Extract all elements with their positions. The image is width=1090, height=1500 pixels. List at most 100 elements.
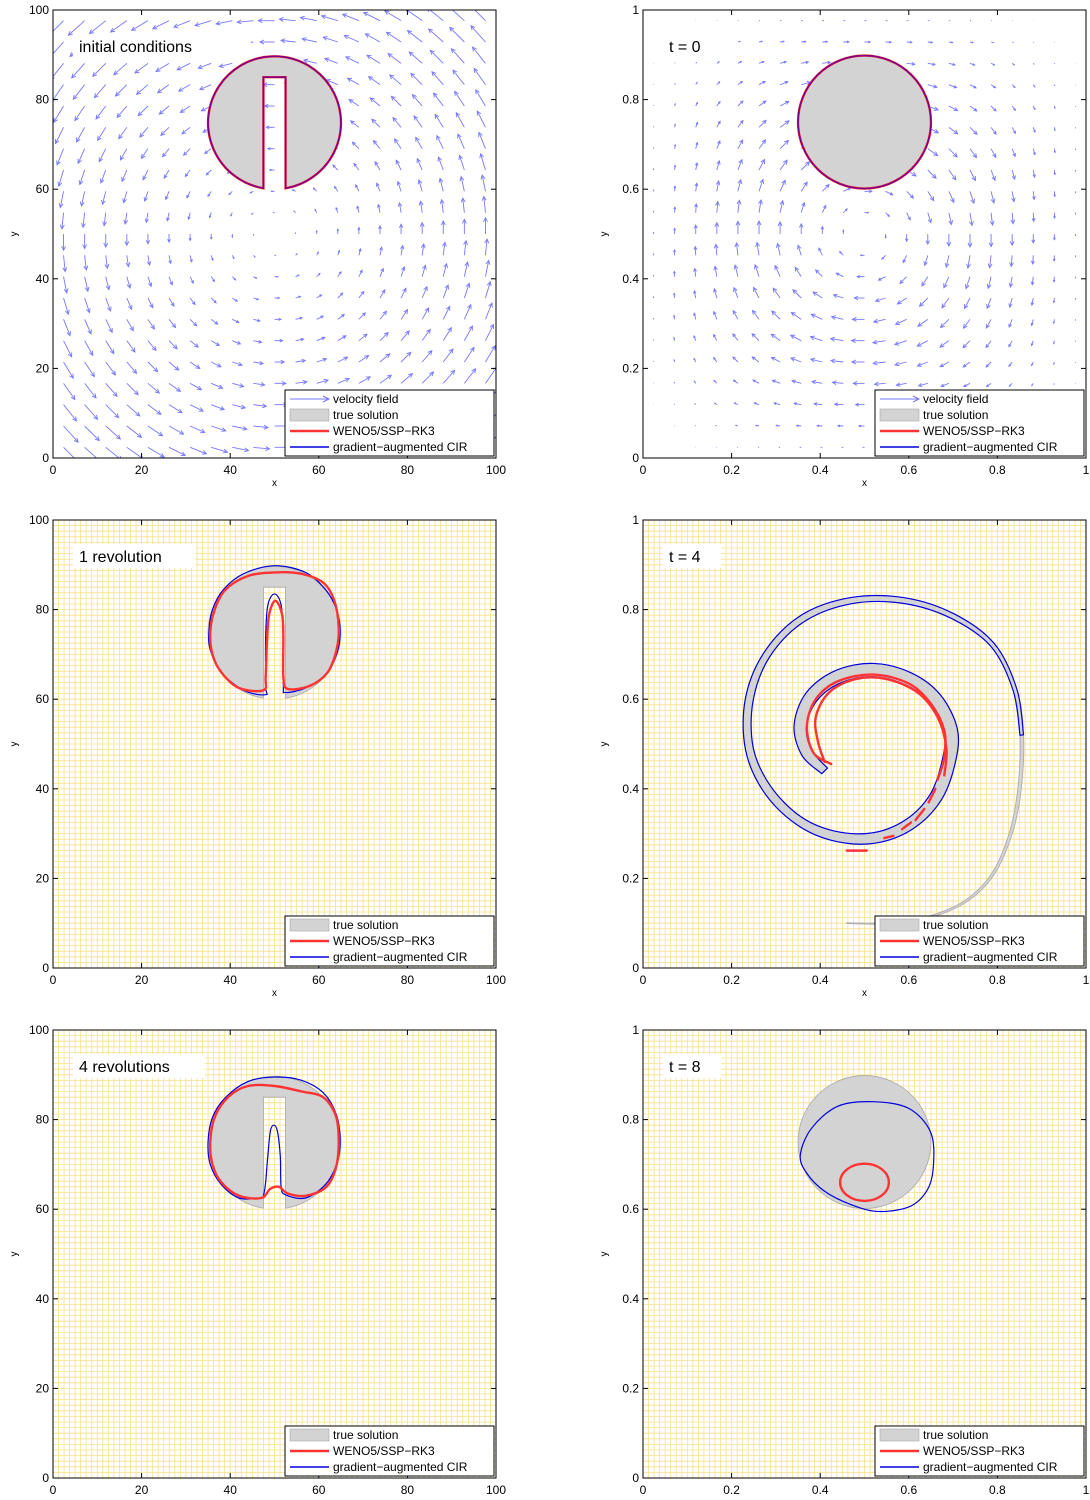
legend-entry: gradient−augmented CIR [333, 440, 468, 454]
velocity-arrow [969, 148, 977, 158]
velocity-arrowhead [395, 159, 400, 165]
velocity-arrowhead [760, 40, 764, 43]
velocity-arrowhead [278, 17, 284, 22]
velocity-arrowhead [440, 220, 446, 226]
velocity-arrowhead [200, 107, 206, 112]
velocity-arrowhead [715, 200, 720, 206]
velocity-arrowhead [235, 320, 240, 324]
velocity-arrow [253, 340, 262, 343]
velocity-arrowhead [988, 242, 994, 248]
velocity-arrow [80, 191, 86, 207]
velocity-arrowhead [159, 453, 165, 458]
velocity-arrowhead [714, 221, 720, 227]
velocity-arrowhead [784, 100, 790, 105]
velocity-arrowhead [859, 254, 863, 257]
velocity-arrowhead [739, 119, 744, 124]
velocity-arrow [342, 13, 360, 22]
velocity-arrowhead [314, 208, 317, 211]
velocity-arrowhead [240, 404, 247, 410]
plot-content [53, 1030, 496, 1478]
velocity-arrow [460, 176, 465, 192]
velocity-arrowhead [713, 265, 718, 271]
y-tick-label: 60 [36, 182, 50, 196]
velocity-arrowhead [953, 107, 959, 112]
velocity-arrowhead [422, 264, 427, 270]
velocity-arrow [948, 212, 952, 225]
velocity-arrow [1011, 191, 1015, 202]
velocity-arrow [1032, 255, 1034, 265]
velocity-arrowhead [966, 263, 971, 270]
velocity-arrow [713, 311, 718, 320]
annotation-text: t = 4 [669, 549, 701, 566]
velocity-arrow [391, 95, 402, 107]
velocity-arrowhead [759, 178, 765, 184]
y-tick-label: 0 [42, 1471, 49, 1485]
velocity-arrowhead [419, 221, 425, 227]
velocity-arrowhead [932, 62, 936, 66]
velocity-arrow [693, 313, 697, 320]
velocity-arrow [358, 312, 366, 320]
velocity-arrowhead [315, 229, 318, 233]
velocity-arrowhead [394, 138, 399, 144]
velocity-arrow [126, 404, 141, 417]
velocity-arrowhead [480, 174, 486, 180]
velocity-arrowhead [47, 33, 51, 37]
velocity-arrow [210, 318, 218, 325]
velocity-arrow [986, 297, 992, 309]
velocity-arrowhead [136, 433, 143, 438]
velocity-arrow [397, 181, 402, 192]
velocity-arrow [94, 84, 107, 98]
velocity-arrowhead [107, 306, 112, 312]
velocity-arrow [921, 276, 929, 287]
velocity-arrowhead [967, 242, 973, 248]
velocity-arrow [137, 105, 149, 117]
velocity-arrow [168, 276, 173, 285]
velocity-arrow [451, 48, 465, 64]
velocity-arrowhead [713, 402, 716, 405]
velocity-arrow [1032, 63, 1035, 65]
velocity-arrowhead [1030, 343, 1034, 347]
velocity-arrowhead [693, 267, 697, 272]
velocity-arrowhead [362, 333, 368, 339]
velocity-arrowhead [695, 161, 699, 166]
velocity-arrowhead [265, 125, 270, 130]
velocity-arrowhead [431, 70, 437, 77]
velocity-arrow [181, 126, 191, 135]
velocity-arrowhead [297, 274, 300, 277]
velocity-arrow [183, 148, 191, 156]
velocity-arrow [168, 404, 183, 414]
velocity-arrowhead [66, 331, 71, 337]
velocity-arrowhead [371, 118, 377, 124]
velocity-arrowhead [219, 405, 226, 411]
velocity-arrowhead [67, 30, 73, 36]
velocity-arrowhead [811, 379, 817, 385]
velocity-arrowhead [434, 113, 440, 119]
velocity-arrow [394, 138, 402, 149]
velocity-arrow [253, 446, 270, 450]
velocity-arrow [337, 356, 348, 363]
velocity-arrowhead [835, 272, 840, 276]
velocity-arrow [219, 62, 233, 68]
velocity-arrow [442, 306, 451, 320]
velocity-arrowhead [449, 26, 455, 32]
velocity-arrowhead [385, 353, 391, 359]
velocity-arrowhead [116, 112, 122, 119]
velocity-arrow [836, 272, 844, 278]
velocity-arrow [833, 294, 844, 299]
velocity-arrowhead [693, 380, 696, 383]
velocity-arrow [779, 159, 788, 171]
velocity-arrow [815, 269, 823, 277]
velocity-arrow [716, 201, 719, 213]
velocity-arrow [105, 276, 110, 290]
velocity-arrowhead [401, 265, 406, 271]
velocity-arrowhead [447, 326, 452, 333]
cir-contour [799, 1100, 935, 1213]
velocity-arrow [421, 286, 428, 299]
velocity-arrow [211, 382, 223, 389]
velocity-arrow [1010, 255, 1013, 267]
velocity-arrow [168, 446, 186, 456]
x-tick-label: 0.6 [900, 1483, 917, 1497]
velocity-arrow [737, 100, 744, 107]
velocity-arrow [89, 20, 107, 34]
velocity-arrowhead [693, 312, 697, 316]
